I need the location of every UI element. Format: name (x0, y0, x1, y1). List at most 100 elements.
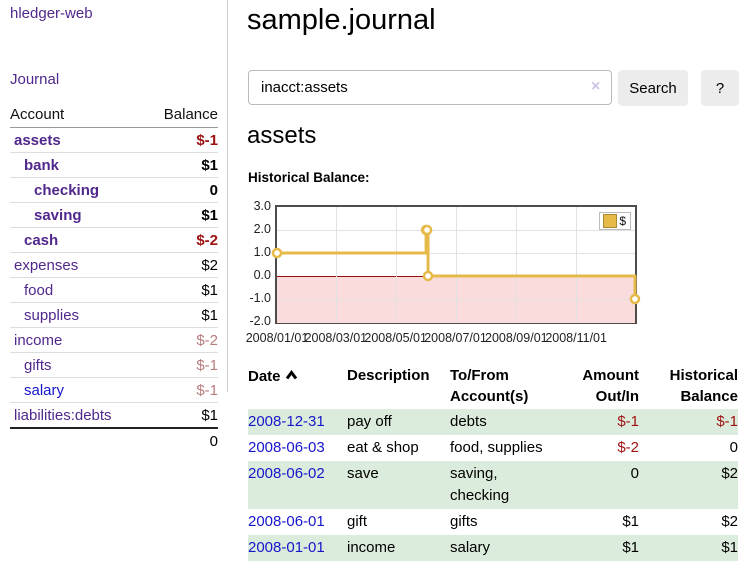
search-button[interactable]: Search (618, 70, 688, 106)
sidebar-account-balance: $-1 (196, 356, 218, 374)
chart-plot-area: $ (271, 205, 641, 324)
search-input[interactable] (248, 70, 612, 105)
legend-label: $ (619, 214, 626, 228)
sidebar-account-link[interactable]: supplies (24, 306, 80, 324)
balance-header: Historical Balance (669, 367, 738, 405)
transaction-accounts: food, supplies (450, 439, 543, 456)
transaction-amount: $-2 (617, 439, 639, 456)
sidebar-account-row: salary $-1 (10, 378, 218, 403)
y-tick-label: 3.0 (253, 199, 271, 213)
transaction-amount: 0 (630, 465, 639, 482)
transaction-description: gift (347, 513, 368, 530)
grid-line (516, 207, 518, 322)
sidebar-account-row: expenses $2 (10, 253, 218, 278)
date-header-label: Date (248, 368, 281, 385)
clear-search-icon[interactable]: × (591, 78, 601, 95)
transaction-balance: $2 (721, 465, 738, 482)
sidebar-account-row: assets $-1 (10, 128, 218, 153)
x-tick-label: 2008/03/01 (304, 331, 368, 345)
sidebar-account-link[interactable]: bank (24, 156, 60, 174)
grid-line (335, 207, 337, 322)
current-account-heading: assets (247, 122, 317, 149)
sidebar-account-row: checking 0 (10, 178, 218, 203)
transaction-description: income (347, 539, 396, 556)
sidebar-account-row: food $1 (10, 278, 218, 303)
sidebar-account-row: supplies $1 (10, 303, 218, 328)
sidebar-item-journal[interactable]: Journal (10, 71, 60, 88)
transaction-accounts: salary (450, 539, 491, 556)
x-tick-label: 2008/11/01 (545, 331, 607, 345)
transaction-balance: 0 (729, 439, 738, 456)
accounts-tree: Account Balance assets $-1 bank $1 check… (10, 101, 218, 453)
sidebar-account-balance: $2 (201, 256, 218, 274)
date-sort-header[interactable]: Date (248, 363, 347, 409)
x-tick-label: 2008/01/01 (245, 331, 309, 345)
series-marker (421, 224, 433, 236)
balance-series (271, 224, 641, 305)
register-header-row: Date Description To/From Account(s) Amou… (248, 363, 738, 409)
transaction-amount: $1 (622, 513, 639, 530)
x-tick-label: 2008/09/01 (485, 331, 548, 345)
accounts-header-row: Account Balance (10, 101, 218, 128)
y-tick-label: 2.0 (253, 222, 271, 236)
sidebar-account-row: gifts $-1 (10, 353, 218, 378)
transaction-balance: $2 (721, 513, 738, 530)
app-brand-link[interactable]: hledger-web (10, 5, 93, 22)
sidebar-account-link[interactable]: assets (14, 131, 61, 149)
transaction-amount: $1 (622, 539, 639, 556)
chart-title: Historical Balance: (248, 170, 370, 185)
sidebar-account-balance: $1 (201, 306, 218, 324)
account-column-header: Account (10, 105, 65, 123)
register-row: 2008-12-31 pay off debts $-1 $-1 (248, 409, 738, 435)
y-tick-label: -1.0 (249, 291, 271, 305)
register-row: 2008-06-02 save saving, checking 0 $2 (248, 461, 738, 509)
transaction-date-link[interactable]: 2008-06-03 (248, 439, 325, 456)
sidebar-account-link[interactable]: liabilities:debts (14, 406, 112, 424)
grid-line (455, 207, 457, 322)
sidebar-divider (227, 0, 228, 392)
sidebar-account-link[interactable]: saving (34, 206, 82, 224)
grid-line (395, 207, 397, 322)
sidebar-account-balance: $-2 (196, 331, 218, 349)
sidebar-account-link[interactable]: income (14, 331, 63, 349)
sidebar-account-balance: $1 (201, 206, 218, 224)
sort-ascending-icon (285, 365, 298, 386)
sidebar-account-link[interactable]: gifts (24, 356, 52, 374)
sidebar-account-link[interactable]: food (24, 281, 54, 299)
register-row: 2008-06-01 gift gifts $1 $2 (248, 509, 738, 535)
transaction-description: eat & shop (347, 439, 419, 456)
transaction-date-link[interactable]: 2008-12-31 (248, 413, 325, 430)
y-tick-label: 1.0 (253, 245, 271, 259)
help-button[interactable]: ? (701, 70, 739, 106)
sidebar-account-link[interactable]: cash (24, 231, 59, 249)
description-header: Description (347, 367, 430, 384)
y-tick-label: 0.0 (253, 268, 271, 282)
transaction-date-link[interactable]: 2008-06-01 (248, 513, 325, 530)
sidebar-account-link[interactable]: expenses (14, 256, 79, 274)
series-marker (629, 293, 641, 305)
register-row: 2008-01-01 income salary $1 $1 (248, 535, 738, 561)
transaction-date-link[interactable]: 2008-06-02 (248, 465, 325, 482)
page-title: sample.journal (247, 4, 436, 36)
transaction-accounts: gifts (450, 513, 478, 530)
grid-line (576, 207, 578, 322)
balance-column-header: Balance (163, 105, 218, 123)
historical-balance-chart: $ 3.0 2.0 1.0 0.0 -1.0 -2.0 2008/01/01 2008/03/… (240, 199, 740, 351)
transaction-description: pay off (347, 413, 392, 430)
sidebar-account-link[interactable]: salary (24, 381, 65, 399)
sidebar-account-row: bank $1 (10, 153, 218, 178)
transaction-date-link[interactable]: 2008-01-01 (248, 539, 325, 556)
sidebar-account-link[interactable]: checking (34, 181, 100, 199)
series-swatch-icon (603, 214, 618, 228)
transaction-description: save (347, 465, 379, 482)
register-row: 2008-06-03 eat & shop food, supplies $-2… (248, 435, 738, 461)
sidebar-account-row: liabilities:debts $1 (10, 403, 218, 427)
sidebar-account-balance: $-2 (196, 231, 218, 249)
sidebar-account-balance: $-1 (196, 131, 218, 149)
sidebar-account-balance: $1 (201, 281, 218, 299)
x-tick-label: 2008/05/01 (364, 331, 427, 345)
accounts-total-row: 0 (10, 427, 218, 453)
sidebar-account-balance: $1 (201, 406, 218, 424)
sidebar-account-balance: $-1 (196, 381, 218, 399)
